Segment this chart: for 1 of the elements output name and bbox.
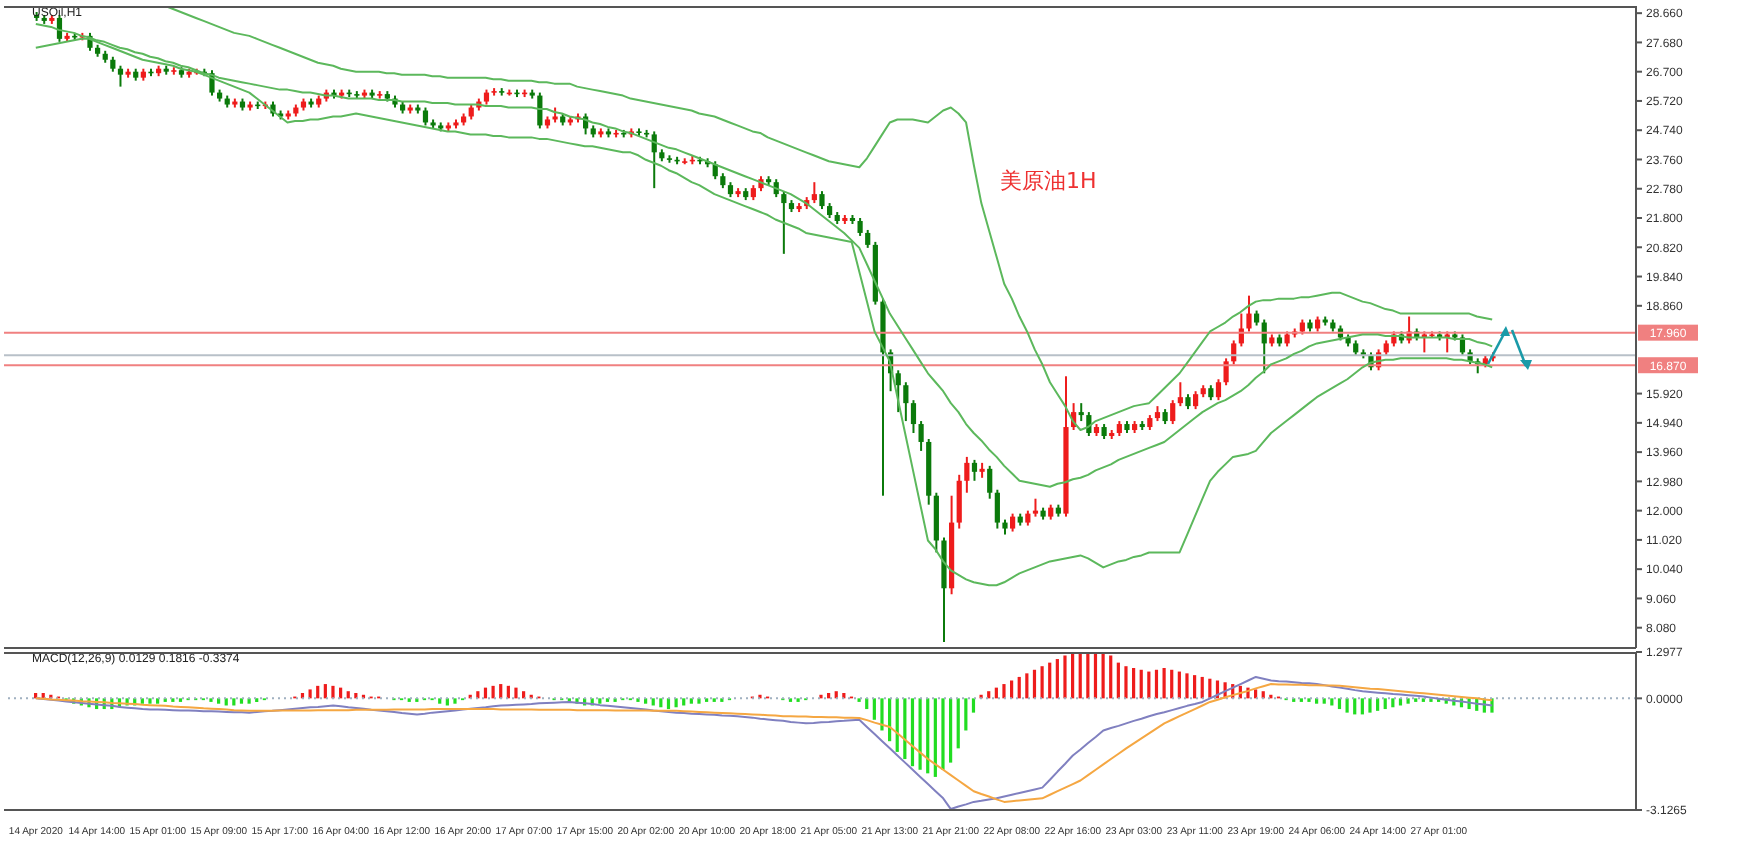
annotation: 美原油1H [1000, 166, 1097, 196]
